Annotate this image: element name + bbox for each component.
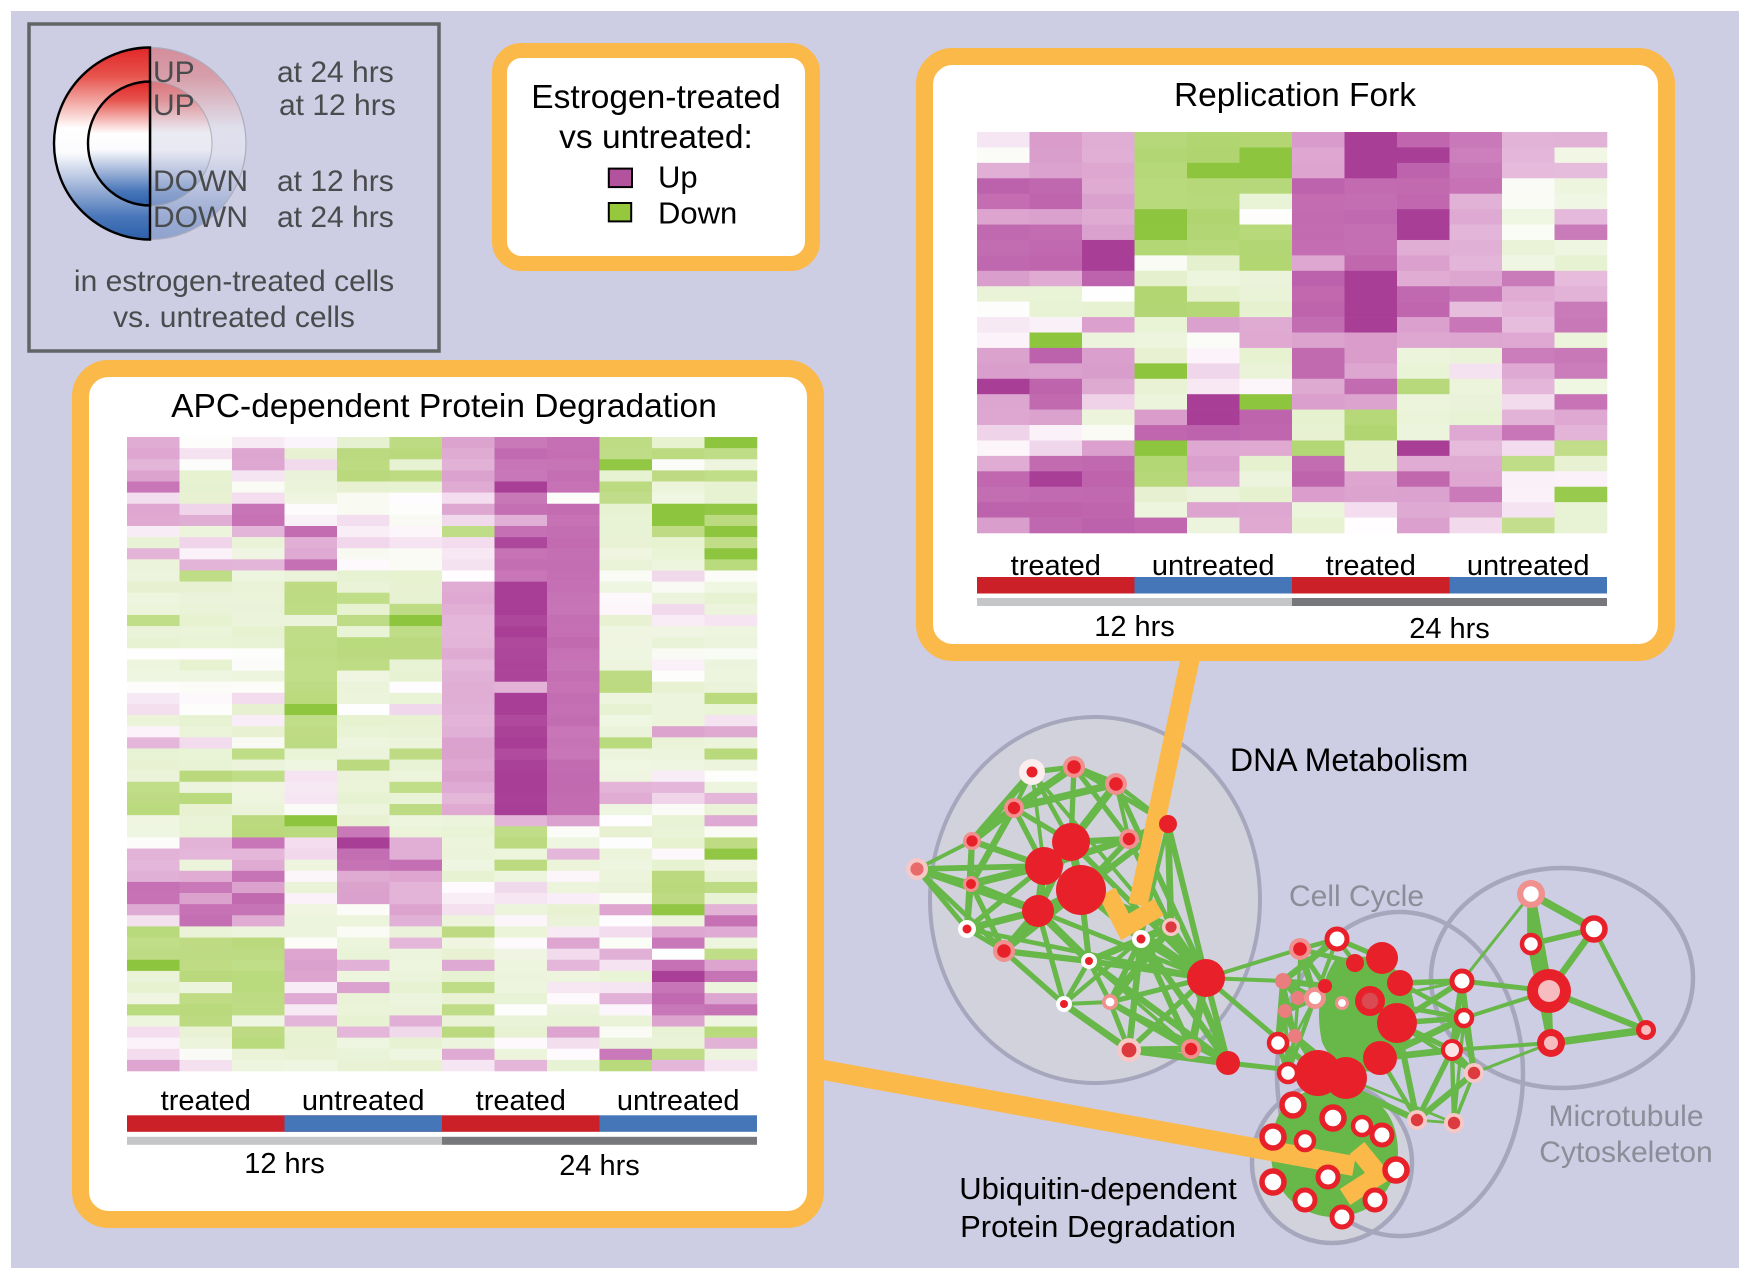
svg-text:APC-dependent Protein Degradat: APC-dependent Protein Degradation (171, 388, 717, 425)
svg-text:DOWN: DOWN (153, 201, 248, 234)
svg-text:Cytoskeleton: Cytoskeleton (1539, 1136, 1712, 1169)
svg-text:12 hrs: 12 hrs (244, 1148, 325, 1180)
svg-text:vs untreated:: vs untreated: (559, 119, 753, 156)
svg-text:untreated: untreated (617, 1085, 740, 1117)
svg-text:untreated: untreated (1152, 550, 1275, 582)
svg-text:UP: UP (153, 56, 195, 89)
svg-text:at 12 hrs: at 12 hrs (277, 165, 394, 198)
svg-text:DNA Metabolism: DNA Metabolism (1230, 742, 1468, 778)
svg-text:treated: treated (1011, 550, 1101, 582)
svg-text:Protein Degradation: Protein Degradation (960, 1209, 1236, 1244)
svg-text:Cell Cycle: Cell Cycle (1289, 880, 1424, 913)
svg-text:in estrogen-treated cells: in estrogen-treated cells (74, 265, 394, 298)
svg-text:at 12 hrs: at 12 hrs (279, 89, 396, 122)
svg-text:vs. untreated cells: vs. untreated cells (113, 301, 355, 334)
svg-text:DOWN: DOWN (153, 165, 248, 198)
svg-text:treated: treated (476, 1085, 566, 1117)
svg-text:UP: UP (153, 89, 195, 122)
svg-text:Estrogen-treated: Estrogen-treated (531, 79, 781, 116)
svg-text:12 hrs: 12 hrs (1094, 611, 1175, 643)
svg-text:treated: treated (161, 1085, 251, 1117)
svg-text:Up: Up (658, 160, 698, 195)
svg-text:at 24 hrs: at 24 hrs (277, 56, 394, 89)
svg-text:24 hrs: 24 hrs (1409, 613, 1490, 645)
svg-text:at 24 hrs: at 24 hrs (277, 201, 394, 234)
svg-text:untreated: untreated (302, 1085, 425, 1117)
svg-text:Replication Fork: Replication Fork (1174, 77, 1416, 114)
svg-text:24 hrs: 24 hrs (559, 1150, 640, 1182)
svg-text:Down: Down (658, 196, 737, 231)
svg-text:Ubiquitin-dependent: Ubiquitin-dependent (959, 1171, 1237, 1206)
svg-text:untreated: untreated (1467, 550, 1590, 582)
svg-text:treated: treated (1326, 550, 1416, 582)
svg-text:Microtubule: Microtubule (1548, 1100, 1703, 1133)
